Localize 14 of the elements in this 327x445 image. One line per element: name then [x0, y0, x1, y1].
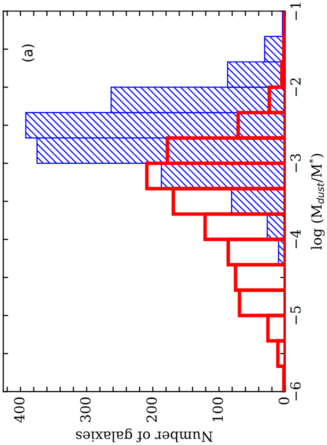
x-tick-label: 0: [278, 397, 290, 404]
y-tick-label: −2: [290, 78, 301, 96]
y-tick-label: −3: [290, 154, 301, 172]
x-tick-label: 300: [80, 397, 91, 422]
y-tick-label: −1: [290, 2, 301, 20]
y-tick-label: −4: [290, 230, 301, 248]
x-tick-label: 400: [14, 397, 25, 423]
y-axis-title: log (M$_{dust}$/M$^{*}$): [309, 154, 325, 250]
x-tick-label: 100: [212, 397, 224, 422]
annotation: (a): [22, 44, 34, 62]
y-tick-label: −5: [290, 306, 301, 324]
y-tick-label: −6: [290, 382, 301, 400]
x-axis-title: Number of galaxies: [76, 428, 212, 442]
x-tick-label: 200: [146, 397, 157, 422]
